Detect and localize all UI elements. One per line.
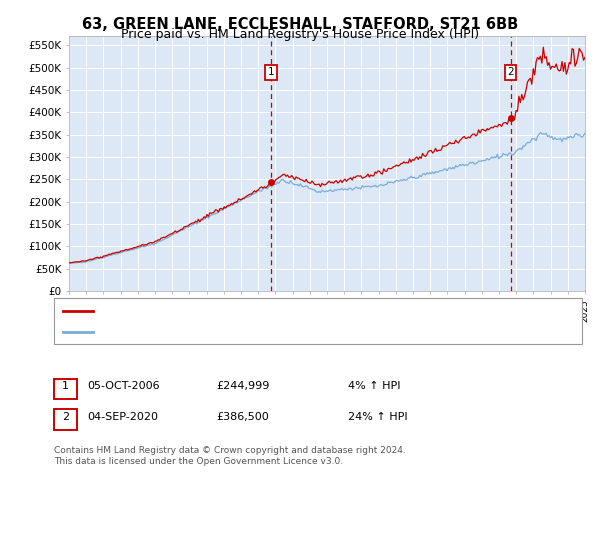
Text: HPI: Average price, detached house, Stafford: HPI: Average price, detached house, Staf… bbox=[99, 326, 334, 337]
Text: 24% ↑ HPI: 24% ↑ HPI bbox=[348, 412, 407, 422]
Text: £244,999: £244,999 bbox=[216, 381, 269, 391]
Text: Price paid vs. HM Land Registry's House Price Index (HPI): Price paid vs. HM Land Registry's House … bbox=[121, 28, 479, 41]
Text: 63, GREEN LANE, ECCLESHALL, STAFFORD, ST21 6BB: 63, GREEN LANE, ECCLESHALL, STAFFORD, ST… bbox=[82, 17, 518, 32]
Text: This data is licensed under the Open Government Licence v3.0.: This data is licensed under the Open Gov… bbox=[54, 458, 343, 466]
Text: 2: 2 bbox=[507, 67, 514, 77]
Text: 04-SEP-2020: 04-SEP-2020 bbox=[87, 412, 158, 422]
Text: 1: 1 bbox=[268, 67, 274, 77]
Text: 63, GREEN LANE, ECCLESHALL, STAFFORD, ST21 6BB (detached house): 63, GREEN LANE, ECCLESHALL, STAFFORD, ST… bbox=[99, 306, 472, 316]
Text: 05-OCT-2006: 05-OCT-2006 bbox=[87, 381, 160, 391]
Text: 1: 1 bbox=[62, 381, 69, 391]
Text: £386,500: £386,500 bbox=[216, 412, 269, 422]
Text: 2: 2 bbox=[62, 412, 69, 422]
Text: 4% ↑ HPI: 4% ↑ HPI bbox=[348, 381, 401, 391]
Text: Contains HM Land Registry data © Crown copyright and database right 2024.: Contains HM Land Registry data © Crown c… bbox=[54, 446, 406, 455]
